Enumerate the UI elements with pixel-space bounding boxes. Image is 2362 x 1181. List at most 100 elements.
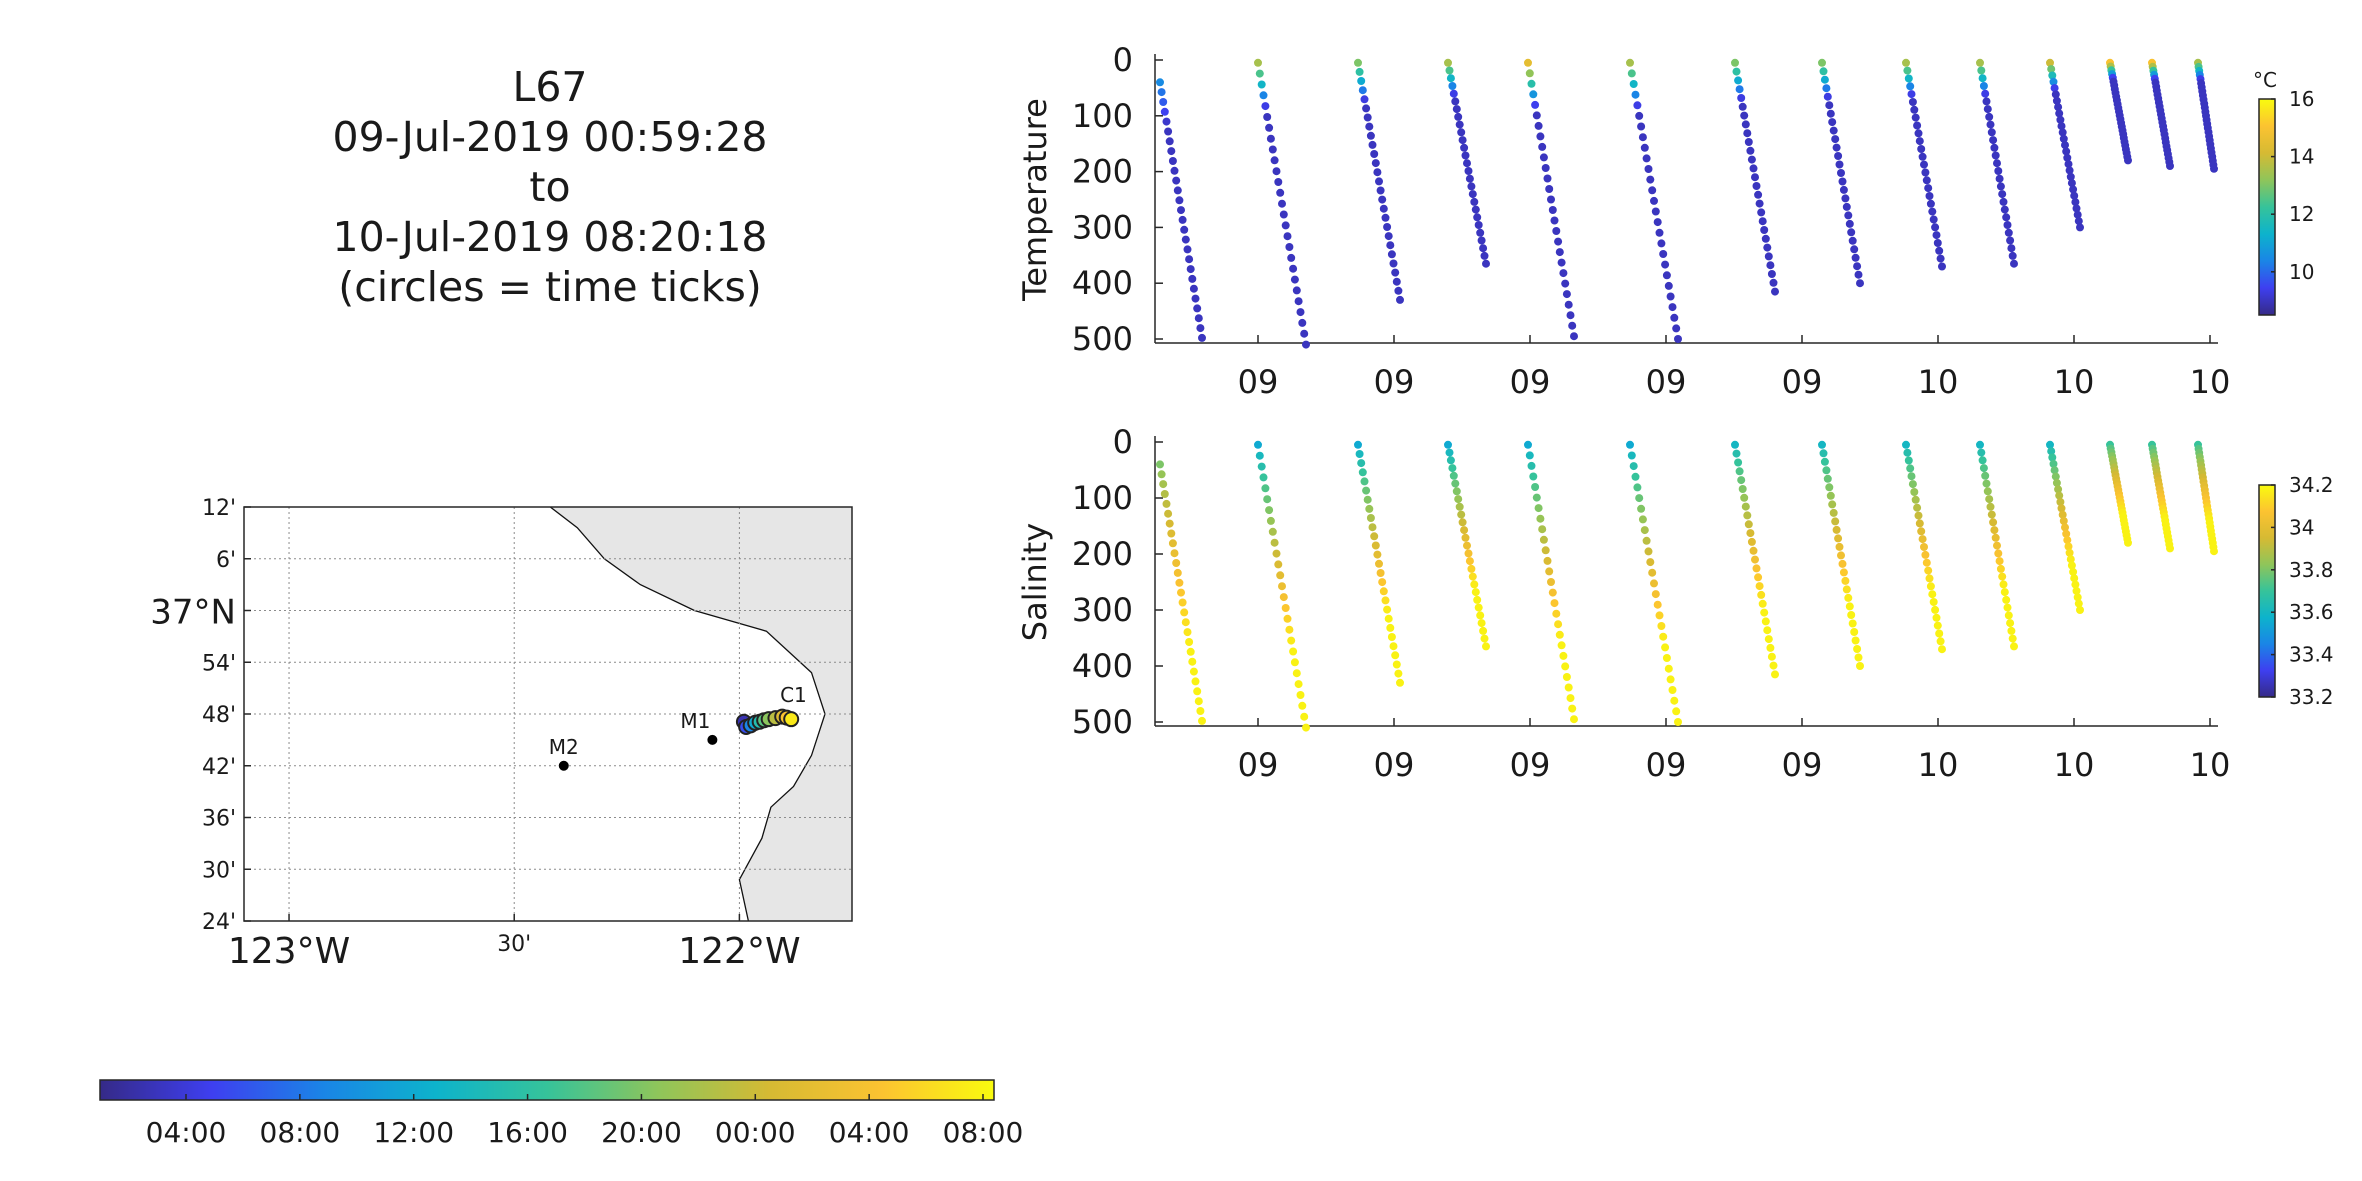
profile-sample [1659,632,1668,641]
profile-sample [1354,58,1362,67]
profile-sample [1538,142,1547,151]
profile-sample [1642,536,1651,545]
profile-sample [1734,76,1743,85]
profile-sample [2008,634,2017,643]
profile-sample [1670,313,1679,322]
profile-sample [1449,89,1458,98]
profile-sample [1661,260,1670,269]
profile-sample [1850,628,1859,636]
profile-sample [1754,573,1763,582]
profile-sample [1186,265,1195,274]
panel-colorbar-label: 33.8 [2289,558,2334,582]
profile-sample [1920,543,1928,551]
profile-sample [1266,134,1275,143]
profile-sample [1828,118,1837,127]
profile-sample [1257,462,1266,471]
profile-sample [1278,582,1286,591]
profile-sample [1664,281,1673,290]
profile-sample [1525,69,1534,78]
profile-sample [1633,483,1642,492]
time-colorbar-label: 16:00 [487,1116,568,1149]
profile-sample [1270,538,1279,547]
profile-sample [1186,647,1195,656]
profile-sample [1982,97,1991,106]
panel-x-label: 09 [1510,363,1551,401]
profile-sample [2210,547,2218,556]
profile-sample [1761,234,1770,243]
profile-sample [1180,225,1189,234]
time-colorbar-label: 20:00 [601,1116,682,1149]
panel-colorbar-bar [2258,98,2276,316]
panel-y-label: 200 [1072,153,1133,191]
profile-sample [1547,195,1555,204]
profile-sample [1847,228,1856,237]
profile-sample [1928,590,1937,599]
profile-sample [1986,120,1995,129]
profile-sample [1983,105,1992,114]
profile-sample [1936,254,1945,263]
profile-sample [1379,204,1388,213]
profile-sample [2008,251,2017,260]
time-colorbar-label: 00:00 [715,1116,796,1149]
profile-sample [1841,576,1850,585]
panel-colorbar-label: 33.4 [2289,643,2334,667]
profile-sample [1446,456,1455,465]
profile-sample [1637,122,1646,131]
profile-sample [1931,605,1940,614]
profile-sample [1995,557,2004,566]
profile-sample [1464,549,1473,558]
profile-sample [1281,221,1290,230]
profile-sample [1554,237,1563,246]
profile-sample [1463,541,1471,550]
profile-sample [1820,75,1829,84]
profile-sample [1160,490,1169,498]
profile-sample [1460,143,1469,152]
profile-sample [1851,253,1860,262]
profile-sample [1463,159,1471,168]
profile-sample [1766,261,1775,270]
profile-sample [1738,102,1747,111]
profile-sample [1157,88,1166,97]
profile-sample [1651,590,1660,599]
profile-sample [1848,619,1857,628]
profile-sample [2047,65,2056,74]
profile-sample [1915,137,1924,146]
profile-sample [1290,275,1299,284]
profile-sample [1370,532,1379,541]
profile-sample [1837,551,1845,560]
profile-sample [2066,555,2075,564]
panel-colorbar-label: 34 [2289,515,2314,539]
profile-sample [1180,608,1189,617]
profile-sample [2049,77,2058,86]
profile-sample [1732,67,1741,76]
profile-sample [2064,160,2073,169]
profile-sample [1444,58,1452,67]
profile-sample [1662,271,1671,280]
profile-sample [1445,448,1454,457]
salinity-panel: 0 100 200 300 400 500 09 09 09 09 09 10 10 10 Salinity… [1016,423,2334,784]
profile-sample [1365,504,1374,513]
profile-sample [1903,66,1912,75]
profile-sample [1989,518,1998,527]
profile-sample [1832,525,1841,534]
profile-sample [1761,617,1770,626]
profile-sample [1769,278,1778,287]
map-lat-label: 48' [202,703,236,728]
profile-sample [1751,173,1759,182]
panel-y-label: 500 [1072,320,1133,358]
profile-sample [1655,611,1664,620]
profile-sample [1564,683,1573,692]
profile-sample [1998,572,2007,581]
profile-sample [1183,245,1192,254]
profile-sample [1640,143,1649,152]
profile-sample [1263,495,1272,504]
profile-sample [1384,614,1393,623]
profile-sample [2004,228,2013,237]
profile-sample [2069,185,2078,194]
profile-sample [1918,535,1927,544]
profile-sample [1904,456,1913,465]
profile-sample [1375,177,1383,186]
profile-sample [1743,511,1752,520]
profile-sample [1358,468,1367,477]
profile-sample [1921,168,1930,177]
